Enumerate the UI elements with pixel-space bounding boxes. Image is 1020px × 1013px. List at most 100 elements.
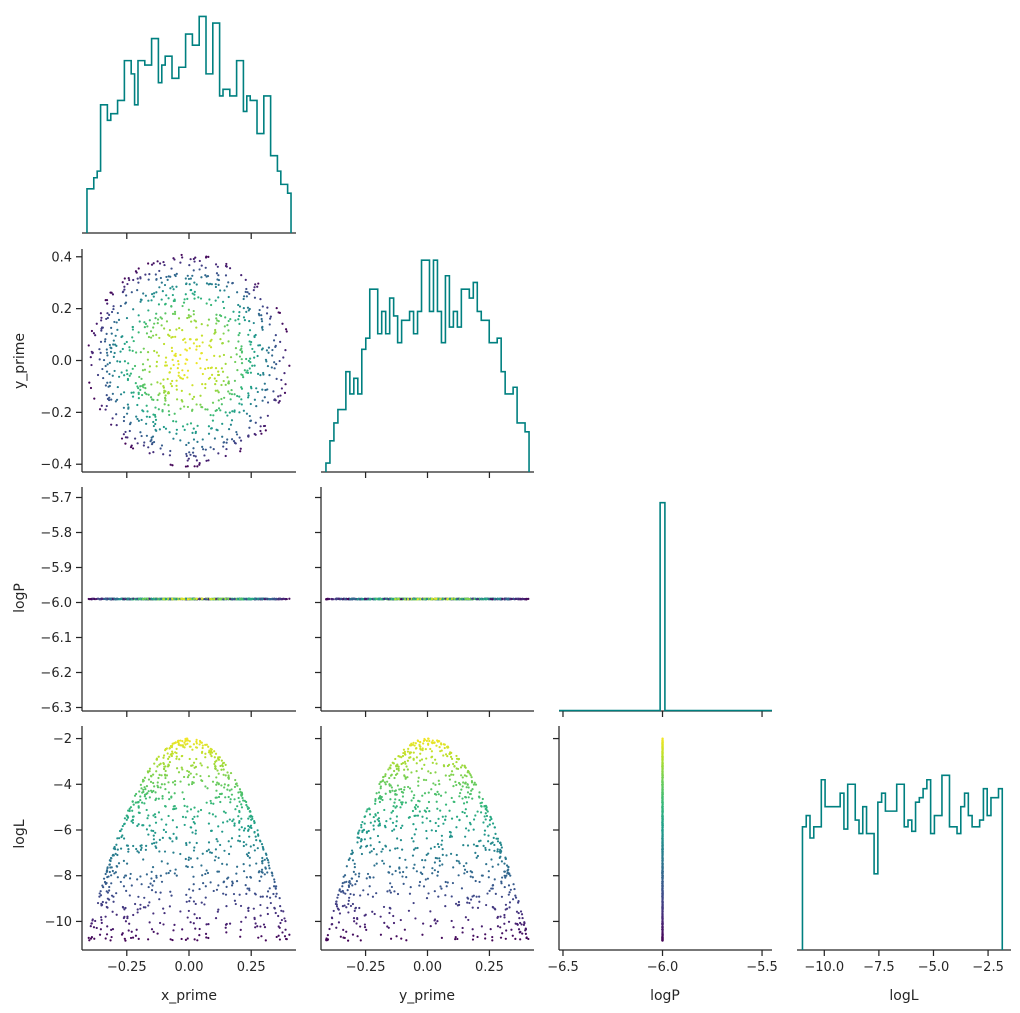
scatter-point xyxy=(522,597,526,601)
scatter-point xyxy=(175,328,178,331)
scatter-point xyxy=(262,923,266,926)
scatter-point xyxy=(410,771,413,774)
scatter-point xyxy=(464,916,467,919)
scatter-point xyxy=(201,372,204,376)
scatter-point xyxy=(387,871,390,874)
scatter-point xyxy=(457,781,461,785)
scatter-point xyxy=(238,395,241,398)
scatter-point xyxy=(177,374,180,377)
scatter-point xyxy=(347,939,350,942)
scatter-point xyxy=(134,801,137,804)
scatter-point xyxy=(328,927,331,931)
scatter-point xyxy=(150,877,153,880)
scatter-point xyxy=(164,769,167,773)
scatter-point xyxy=(187,856,191,859)
scatter-point xyxy=(148,824,151,827)
scatter-point xyxy=(234,347,238,350)
scatter-point xyxy=(278,938,282,941)
scatter-point xyxy=(222,880,226,883)
scatter-point xyxy=(383,597,386,600)
scatter-point xyxy=(100,918,103,922)
scatter-point xyxy=(100,904,103,907)
scatter-point xyxy=(122,391,126,394)
scatter-point xyxy=(339,890,343,893)
scatter-point xyxy=(185,597,188,600)
scatter-point xyxy=(175,874,178,877)
scatter-point xyxy=(187,783,190,786)
scatter-point xyxy=(465,786,468,789)
scatter-point xyxy=(402,882,405,885)
scatter-point xyxy=(189,277,192,280)
scatter-point xyxy=(463,774,466,777)
scatter-point xyxy=(415,770,418,773)
scatter-point xyxy=(147,790,150,793)
scatter-point xyxy=(171,358,174,361)
scatter-point xyxy=(189,422,193,425)
scatter-point xyxy=(123,597,126,601)
scatter-point xyxy=(159,874,162,877)
scatter-point xyxy=(390,811,393,814)
scatter-point xyxy=(430,741,433,744)
scatter-point xyxy=(149,882,152,885)
scatter-point xyxy=(205,743,208,746)
scatter-point xyxy=(218,756,221,759)
scatter-point xyxy=(210,338,213,341)
scatter-point xyxy=(242,840,245,844)
scatter-point xyxy=(141,363,145,366)
scatter-point xyxy=(137,598,140,601)
scatter-point xyxy=(185,893,188,896)
scatter-point xyxy=(184,362,187,365)
scatter-point xyxy=(98,348,101,351)
scatter-point xyxy=(388,865,392,868)
scatter-point xyxy=(169,463,172,466)
scatter-point xyxy=(252,907,255,910)
scatter-point xyxy=(112,900,115,903)
scatter-point xyxy=(136,417,139,421)
scatter-point xyxy=(152,781,155,785)
scatter-point xyxy=(288,597,291,600)
scatter-point xyxy=(164,364,167,367)
scatter-point xyxy=(283,935,287,938)
scatter-point xyxy=(523,921,526,924)
scatter-point xyxy=(249,815,252,818)
scatter-point xyxy=(190,288,193,292)
scatter-point xyxy=(189,808,193,811)
scatter-point xyxy=(120,437,124,440)
scatter-point xyxy=(137,806,140,809)
scatter-point xyxy=(457,757,461,761)
scatter-point xyxy=(401,761,405,765)
scatter-point xyxy=(217,319,220,323)
scatter-point xyxy=(231,282,234,285)
scatter-point xyxy=(155,291,158,294)
scatter-point xyxy=(503,597,506,600)
scatter-point xyxy=(129,936,133,940)
scatter-point xyxy=(257,871,260,874)
scatter-point xyxy=(136,878,139,881)
scatter-point xyxy=(133,437,137,440)
scatter-point xyxy=(123,342,126,345)
scatter-point xyxy=(116,848,119,851)
scatter-point xyxy=(268,887,271,890)
scatter-point xyxy=(172,437,175,440)
scatter-point xyxy=(278,897,281,900)
scatter-point xyxy=(201,597,204,600)
panel-y_prime-vs-x_prime-ytick-label-3: 0.2 xyxy=(51,302,72,317)
scatter-point xyxy=(204,367,207,370)
scatter-point xyxy=(337,908,340,911)
scatter-point xyxy=(105,298,109,302)
scatter-point xyxy=(137,823,140,826)
scatter-point xyxy=(233,822,236,825)
scatter-point xyxy=(331,923,334,926)
scatter-point xyxy=(399,839,403,842)
scatter-point xyxy=(389,891,392,894)
scatter-point xyxy=(190,826,193,829)
scatter-point xyxy=(485,597,488,601)
scatter-point xyxy=(104,915,107,918)
scatter-point xyxy=(130,444,133,447)
scatter-point xyxy=(120,371,123,374)
scatter-point xyxy=(477,795,481,798)
scatter-point xyxy=(130,391,133,394)
scatter-point xyxy=(280,909,283,912)
scatter-point xyxy=(250,387,253,390)
scatter-point xyxy=(125,862,129,865)
